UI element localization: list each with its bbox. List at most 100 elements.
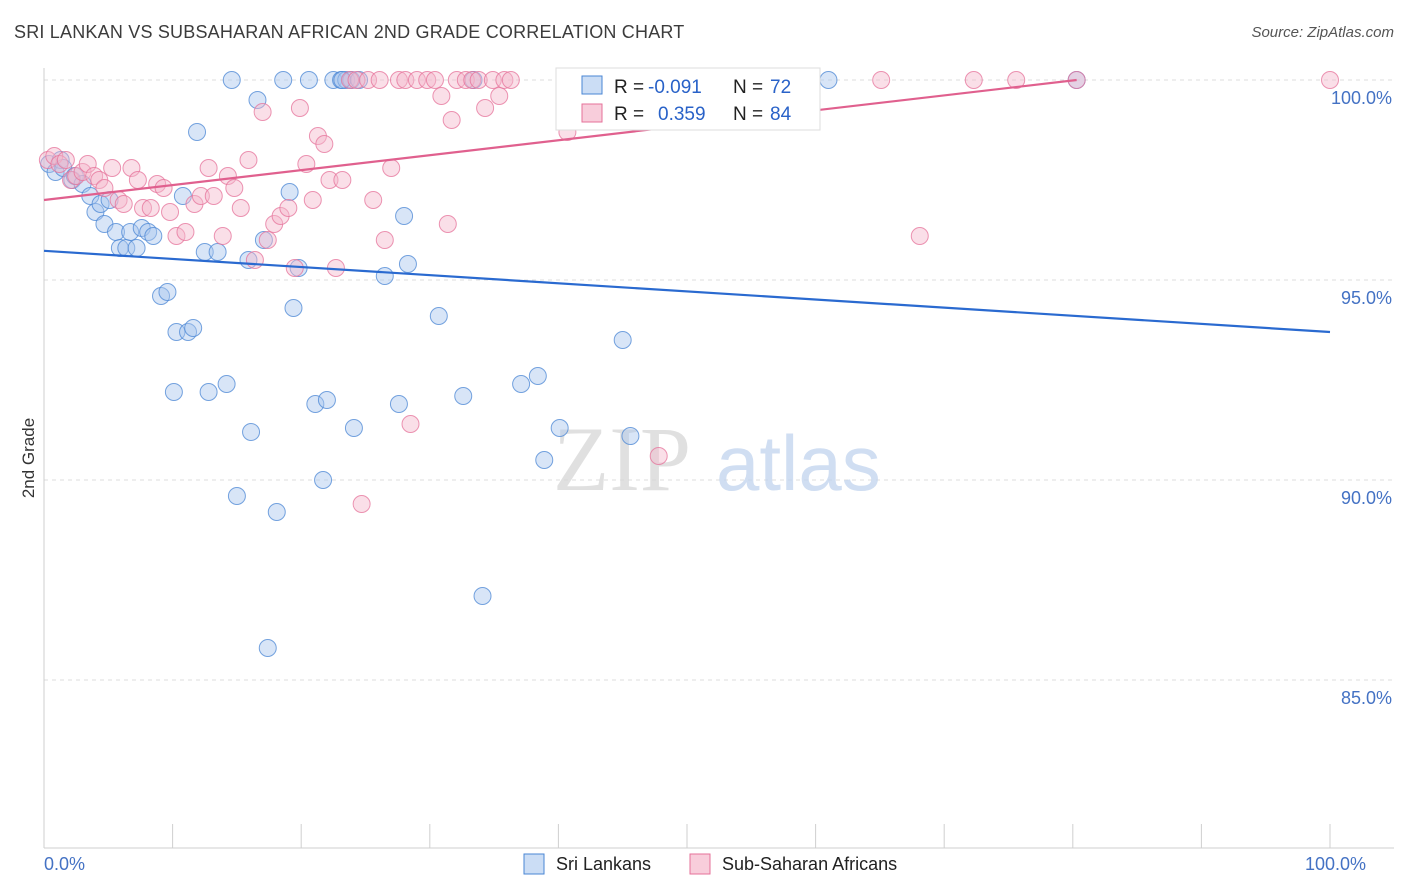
watermark-atlas: atlas bbox=[716, 419, 881, 507]
y-tick-label: 100.0% bbox=[1331, 88, 1392, 108]
data-point bbox=[227, 487, 246, 505]
data-point bbox=[535, 451, 554, 469]
data-point bbox=[222, 71, 241, 89]
bottom-legend-label-pink: Sub-Saharan Africans bbox=[722, 854, 897, 874]
data-point bbox=[274, 71, 293, 89]
data-point bbox=[176, 223, 195, 241]
bottom-legend-label-blue: Sri Lankans bbox=[556, 854, 651, 874]
data-point bbox=[398, 255, 417, 273]
data-point bbox=[649, 447, 668, 465]
data-point bbox=[341, 71, 360, 89]
x-tick-label: 0.0% bbox=[44, 854, 85, 874]
data-point bbox=[432, 87, 451, 105]
data-point bbox=[621, 427, 640, 445]
data-point bbox=[254, 231, 273, 249]
bottom-legend-swatch-pink bbox=[689, 853, 711, 875]
bottom-legend-swatch-blue bbox=[523, 853, 545, 875]
data-point bbox=[208, 243, 227, 261]
data-point bbox=[476, 99, 495, 117]
data-point bbox=[290, 99, 309, 117]
legend-swatch-pink bbox=[581, 103, 603, 123]
data-point bbox=[267, 503, 286, 521]
x-tick-labels: 0.0% 100.0% bbox=[44, 854, 1366, 874]
data-point bbox=[188, 123, 207, 141]
data-point bbox=[284, 299, 303, 317]
data-point bbox=[225, 179, 244, 197]
x-tick-label: 100.0% bbox=[1305, 854, 1366, 874]
correlation-legend: R = -0.091 N = 72 R = 0.359 N = 84 bbox=[555, 67, 821, 131]
y-axis-label: 2nd Grade bbox=[19, 418, 38, 498]
legend-r-value-pink: 0.359 bbox=[658, 104, 706, 125]
data-point bbox=[144, 227, 163, 245]
data-point bbox=[333, 171, 352, 189]
legend-swatch-blue bbox=[581, 75, 603, 95]
data-point bbox=[382, 159, 401, 177]
data-point bbox=[56, 151, 75, 169]
trend-lines bbox=[43, 78, 1331, 334]
data-point bbox=[370, 71, 389, 89]
data-point bbox=[469, 71, 488, 89]
data-point bbox=[490, 87, 509, 105]
y-tick-labels: 85.0% 90.0% 95.0% 100.0% bbox=[1331, 88, 1392, 708]
series-sri-lankans bbox=[40, 71, 1086, 657]
data-point bbox=[512, 375, 531, 393]
data-point bbox=[213, 227, 232, 245]
data-point bbox=[204, 187, 223, 205]
data-point bbox=[613, 331, 632, 349]
data-point bbox=[199, 383, 218, 401]
data-point bbox=[303, 191, 322, 209]
chart-source: Source: ZipAtlas.com bbox=[1251, 24, 1394, 41]
data-point bbox=[114, 195, 133, 213]
trend-line bbox=[43, 78, 1077, 202]
data-point bbox=[389, 71, 408, 89]
data-point bbox=[128, 171, 147, 189]
data-point bbox=[425, 71, 444, 89]
data-point bbox=[279, 199, 298, 217]
data-point bbox=[199, 159, 218, 177]
data-point bbox=[352, 495, 371, 513]
data-point bbox=[389, 395, 408, 413]
chart-title: SRI LANKAN VS SUBSAHARAN AFRICAN 2ND GRA… bbox=[14, 22, 685, 42]
data-point bbox=[121, 223, 140, 241]
data-point bbox=[320, 171, 339, 189]
data-point bbox=[217, 375, 236, 393]
data-point bbox=[442, 111, 461, 129]
data-point bbox=[910, 227, 929, 245]
data-point bbox=[141, 199, 160, 217]
x-tick-marks bbox=[43, 824, 1331, 848]
data-point bbox=[299, 71, 318, 89]
data-point bbox=[375, 267, 394, 285]
data-point bbox=[253, 103, 272, 121]
data-point bbox=[306, 395, 325, 413]
data-point bbox=[158, 283, 177, 301]
legend-n-label-pink: N = bbox=[733, 104, 763, 125]
legend-r-value-blue: -0.091 bbox=[648, 77, 702, 98]
y-tick-label: 95.0% bbox=[1341, 288, 1392, 308]
data-point bbox=[407, 71, 426, 89]
data-point bbox=[161, 203, 180, 221]
data-point bbox=[438, 215, 457, 233]
data-point bbox=[1321, 71, 1339, 89]
data-point bbox=[167, 227, 186, 245]
data-point bbox=[242, 423, 261, 441]
legend-r-label-blue: R = bbox=[614, 77, 644, 98]
data-point bbox=[248, 91, 267, 109]
data-point bbox=[258, 639, 277, 657]
data-point bbox=[473, 587, 492, 605]
y-tick-label: 85.0% bbox=[1341, 688, 1392, 708]
data-point bbox=[239, 151, 258, 169]
data-point bbox=[164, 383, 183, 401]
data-point bbox=[463, 71, 482, 89]
data-point bbox=[454, 387, 473, 405]
legend-n-value-blue: 72 bbox=[770, 77, 791, 98]
series-legend: Sri Lankans Sub-Saharan Africans bbox=[523, 853, 897, 875]
data-point bbox=[315, 135, 334, 153]
data-point bbox=[314, 471, 333, 489]
watermark-zip: ZIP bbox=[553, 408, 691, 510]
data-point bbox=[418, 71, 437, 89]
data-point bbox=[154, 179, 173, 197]
data-point bbox=[375, 231, 394, 249]
data-point bbox=[103, 159, 122, 177]
grid-lines bbox=[44, 79, 1394, 681]
